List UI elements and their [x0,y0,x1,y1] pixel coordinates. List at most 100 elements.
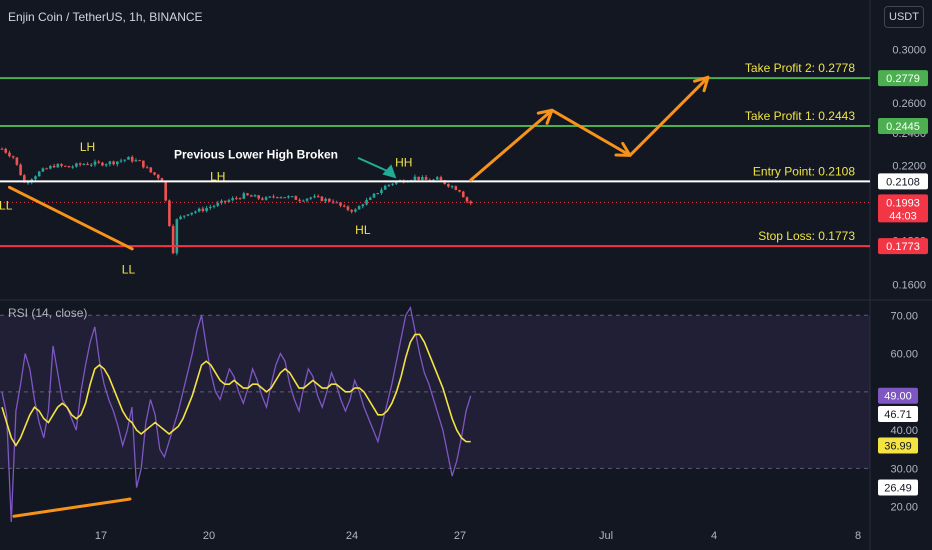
candle[interactable] [324,198,327,202]
candle[interactable] [45,168,48,170]
candle[interactable] [130,156,134,162]
candle[interactable] [26,182,30,184]
candle[interactable] [246,193,249,196]
candle[interactable] [56,164,60,168]
candle[interactable] [290,196,294,198]
candle[interactable] [342,205,346,207]
candle[interactable] [37,171,41,177]
candle[interactable] [205,207,208,211]
trendline-price[interactable] [7,185,134,251]
candle[interactable] [116,161,119,165]
candle[interactable] [75,163,78,167]
candle[interactable] [257,195,260,199]
candle[interactable] [194,211,197,213]
candle[interactable] [67,166,71,168]
candle[interactable] [417,176,420,180]
candle[interactable] [171,225,175,254]
candle[interactable] [145,167,149,169]
candle[interactable] [220,200,223,203]
candle[interactable] [365,199,368,205]
candle[interactable] [305,198,309,201]
candle[interactable] [104,164,108,166]
candle[interactable] [209,206,212,208]
candle[interactable] [0,148,4,150]
candle[interactable] [71,166,74,168]
candle[interactable] [123,159,127,161]
candle[interactable] [461,191,465,198]
candle[interactable] [93,161,97,165]
candle[interactable] [361,204,365,207]
candle[interactable] [60,164,63,166]
candle[interactable] [149,167,153,173]
projection-path[interactable] [469,75,710,182]
candle[interactable] [82,163,86,165]
candle[interactable] [190,212,194,215]
candle[interactable] [424,177,428,180]
candle[interactable] [435,177,439,180]
candle[interactable] [316,196,320,198]
rsi-line[interactable] [1,305,472,523]
candle[interactable] [156,174,160,179]
candle[interactable] [357,206,361,210]
candle[interactable] [320,196,324,202]
rsi-title[interactable]: RSI (14, close) [8,306,88,320]
rsi-ma-line[interactable] [1,333,471,447]
candle[interactable] [264,197,268,200]
candle[interactable] [168,200,171,226]
candle[interactable] [469,201,473,204]
candle[interactable] [97,161,101,163]
candle[interactable] [354,209,357,212]
candle[interactable] [346,206,350,210]
candle[interactable] [253,195,257,197]
candle[interactable] [372,193,376,198]
candle[interactable] [216,202,220,206]
candle[interactable] [450,186,454,188]
candle[interactable] [387,184,391,186]
candle[interactable] [201,208,205,211]
candle[interactable] [34,176,37,180]
candle[interactable] [153,172,156,175]
candle[interactable] [339,202,342,206]
candle[interactable] [368,197,372,200]
candle[interactable] [197,208,201,212]
candle[interactable] [313,196,316,198]
candle[interactable] [249,195,253,197]
candle[interactable] [112,161,115,165]
candle[interactable] [86,163,89,165]
candle[interactable] [413,176,417,181]
candle[interactable] [179,216,182,220]
candle[interactable] [142,160,145,168]
candle[interactable] [101,162,104,166]
candle[interactable] [268,196,272,198]
candle[interactable] [227,200,231,202]
candle[interactable] [223,200,227,202]
candle[interactable] [231,198,234,201]
candle[interactable] [23,175,26,183]
candle[interactable] [15,157,19,165]
candle[interactable] [350,209,353,212]
candle[interactable] [287,196,290,198]
candle[interactable] [272,196,275,198]
candle[interactable] [108,161,112,165]
candle[interactable] [458,190,461,192]
candle[interactable] [235,198,238,200]
candle[interactable] [331,201,335,203]
candle[interactable] [447,183,450,187]
candle[interactable] [186,214,190,216]
candle[interactable] [275,197,279,199]
symbol-title[interactable]: Enjin Coin / TetherUS, 1h, BINANCE [8,10,203,24]
candle[interactable] [19,164,22,176]
candle[interactable] [164,180,167,201]
candle[interactable] [294,196,298,200]
candle[interactable] [465,197,469,202]
candle[interactable] [298,199,301,201]
candle[interactable] [283,197,287,199]
candle[interactable] [383,185,387,190]
candle[interactable] [89,164,93,166]
candle[interactable] [41,168,45,172]
candle[interactable] [52,165,56,168]
candle[interactable] [138,160,141,162]
candle[interactable] [182,215,186,217]
candle[interactable] [309,197,313,199]
